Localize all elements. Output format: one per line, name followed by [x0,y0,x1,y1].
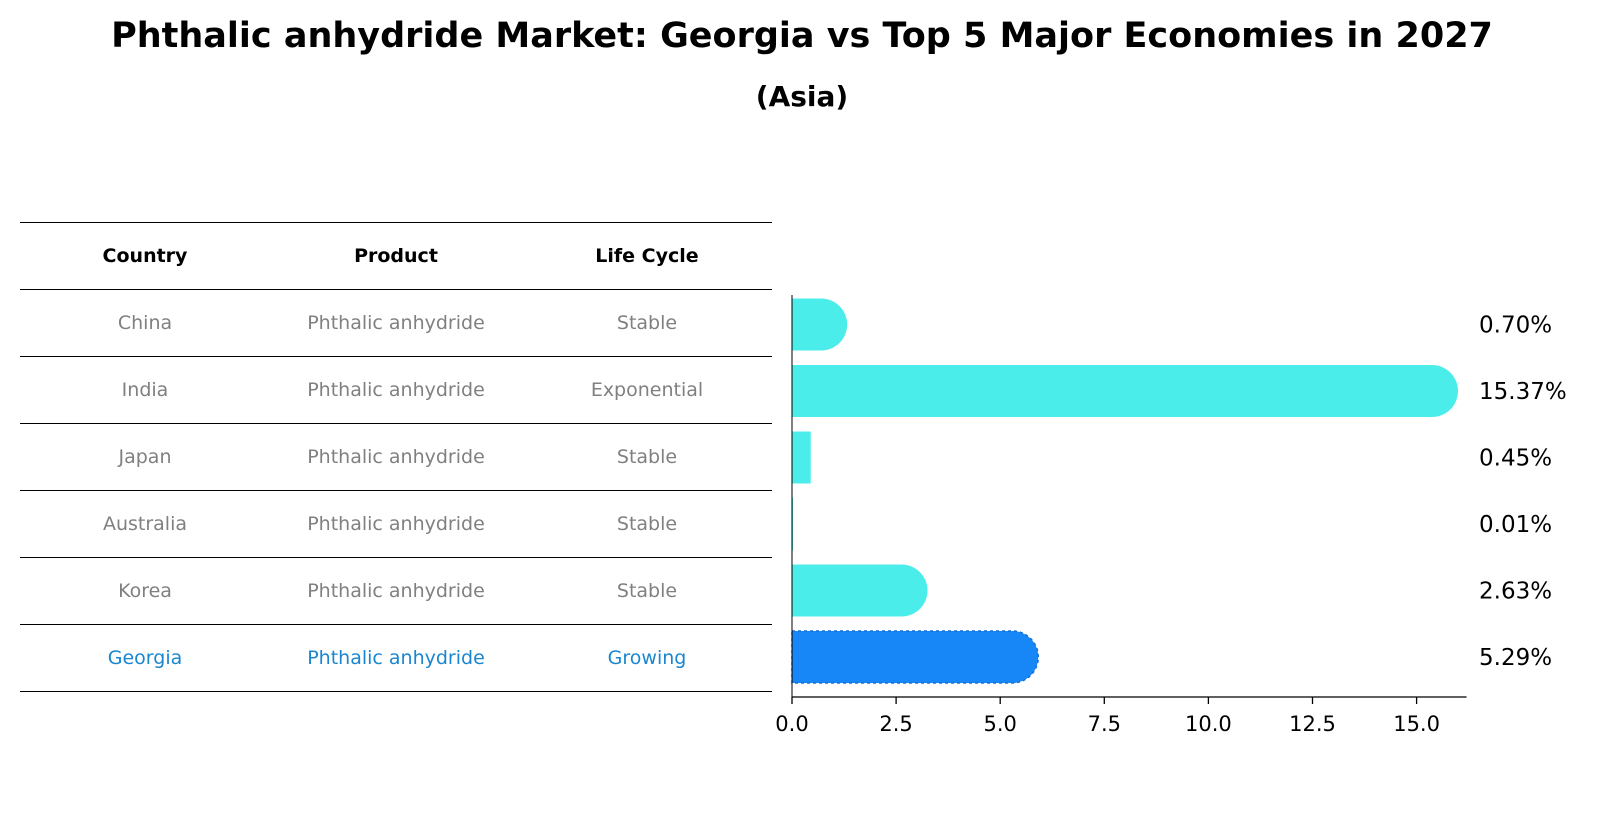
value-label: 15.37% [1479,379,1567,405]
country-cell: Korea [118,580,172,602]
bar-india [792,365,1458,417]
product-cell: Phthalic anhydride [307,446,485,468]
product-cell: Phthalic anhydride [307,379,485,401]
chart-subtitle: (Asia) [755,80,849,113]
life-cycle-cell: Stable [616,312,678,334]
x-tick-label: 2.5 [879,712,912,736]
data-table: Country Product Life Cycle China Phthali… [20,222,772,692]
x-tick-label: 7.5 [1088,712,1121,736]
table-row: Japan Phthalic anhydride Stable [20,423,772,490]
table-row: India Phthalic anhydride Exponential [20,356,772,423]
product-cell: Phthalic anhydride [307,513,485,535]
value-label: 0.70% [1479,313,1552,339]
value-label: 0.45% [1479,446,1552,472]
country-cell: Australia [102,513,188,535]
table-row: Australia Phthalic anhydride Stable [20,490,772,557]
chart-title: Phthalic anhydride Market: Georgia vs To… [111,16,1493,56]
product-cell: Phthalic anhydride [307,580,485,602]
country-cell: China [117,312,173,334]
product-cell: Phthalic anhydride [307,647,485,669]
table-row: Korea Phthalic anhydride Stable [20,557,772,624]
value-label: 5.29% [1479,645,1552,671]
country-cell: India [121,379,169,401]
table-row: China Phthalic anhydride Stable [20,289,772,356]
value-label: 0.01% [1479,512,1552,538]
header-country: Country [102,245,188,267]
life-cycle-cell: Stable [616,513,678,535]
x-tick-label: 15.0 [1393,712,1440,736]
x-tick-label: 12.5 [1289,712,1336,736]
country-cell: Japan [118,446,172,468]
product-cell: Phthalic anhydride [307,312,485,334]
country-cell: Georgia [107,647,183,669]
bar-japan [792,431,811,484]
x-tick-label: 0.0 [775,712,808,736]
table-header-row: Country Product Life Cycle [20,222,772,289]
bar-china [792,298,848,351]
x-tick-label: 5.0 [983,712,1016,736]
life-cycle-cell: Growing [607,647,687,669]
life-cycle-cell: Stable [616,446,678,468]
header-product: Product [354,245,438,267]
life-cycle-cell: Exponential [590,379,704,401]
bar-georgia [791,630,1040,684]
x-tick-label: 10.0 [1185,712,1232,736]
value-label: 2.63% [1479,579,1552,605]
life-cycle-cell: Stable [616,580,678,602]
header-life-cycle: Life Cycle [595,245,699,267]
bar-korea [792,564,928,617]
table-row-highlight: Georgia Phthalic anhydride Growing [20,624,772,692]
